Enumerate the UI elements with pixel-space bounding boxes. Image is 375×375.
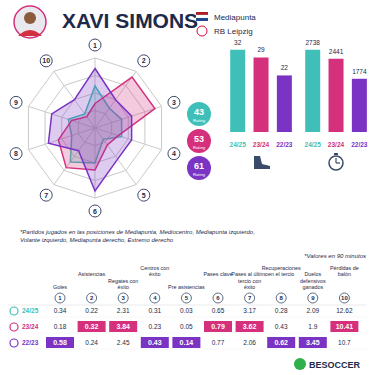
svg-text:29: 29 (257, 46, 265, 53)
svg-text:10: 10 (341, 295, 348, 301)
svg-text:defensivos: defensivos (300, 278, 326, 284)
svg-text:10: 10 (42, 57, 50, 64)
svg-text:2: 2 (142, 57, 146, 64)
svg-text:5: 5 (142, 192, 146, 199)
svg-text:Volante izquierdo, Mediapunta: Volante izquierdo, Mediapunta derecho, E… (20, 237, 174, 243)
svg-text:53: 53 (194, 134, 204, 144)
svg-text:2.31: 2.31 (117, 307, 130, 314)
svg-text:*Partidos jugados en las posic: *Partidos jugados en las posiciones de M… (20, 229, 255, 235)
svg-text:22: 22 (281, 64, 289, 71)
svg-text:0.05: 0.05 (180, 323, 193, 330)
svg-text:7: 7 (44, 192, 48, 199)
svg-text:7: 7 (248, 295, 252, 301)
svg-text:3.17: 3.17 (243, 307, 256, 314)
svg-text:3.62: 3.62 (243, 323, 257, 330)
svg-text:Asistencias: Asistencias (78, 271, 106, 277)
svg-text:BESOCCER: BESOCCER (309, 360, 361, 370)
svg-text:4: 4 (153, 295, 157, 301)
svg-text:balón: balón (338, 271, 351, 277)
svg-text:12.62: 12.62 (336, 307, 353, 314)
svg-text:*Valores en 90 minutos: *Valores en 90 minutos (304, 253, 366, 259)
svg-text:Pases clave: Pases clave (203, 271, 232, 277)
svg-text:2.09: 2.09 (306, 307, 319, 314)
svg-text:2738: 2738 (305, 39, 320, 46)
svg-text:3.45: 3.45 (306, 339, 320, 346)
svg-text:0.43: 0.43 (275, 323, 288, 330)
svg-text:Rating: Rating (193, 118, 206, 123)
svg-text:24/25: 24/25 (230, 141, 247, 148)
svg-text:9: 9 (14, 99, 18, 106)
svg-text:en el tercio: en el tercio (268, 271, 294, 277)
svg-text:3: 3 (172, 99, 176, 106)
svg-text:0.58: 0.58 (53, 339, 67, 346)
svg-text:24/25: 24/25 (305, 141, 322, 148)
svg-text:Pre asistencias: Pre asistencias (168, 284, 205, 290)
svg-text:0.65: 0.65 (212, 307, 225, 314)
svg-text:3.84: 3.84 (116, 323, 130, 330)
svg-text:2: 2 (90, 295, 94, 301)
svg-text:0.77: 0.77 (212, 339, 225, 346)
svg-text:10.7: 10.7 (338, 339, 351, 346)
svg-text:23/24: 23/24 (328, 141, 345, 148)
svg-text:23/24: 23/24 (22, 323, 39, 330)
svg-text:22/23: 22/23 (351, 141, 368, 148)
svg-text:0.14: 0.14 (180, 339, 194, 346)
svg-text:8: 8 (280, 295, 284, 301)
svg-text:éxito: éxito (149, 271, 160, 277)
svg-text:Duelos: Duelos (304, 271, 321, 277)
svg-text:Regates con: Regates con (108, 278, 138, 284)
svg-text:10.41: 10.41 (336, 323, 354, 330)
svg-text:0.18: 0.18 (54, 323, 67, 330)
svg-text:Pérdidas de: Pérdidas de (330, 265, 359, 271)
svg-text:2.06: 2.06 (243, 339, 256, 346)
svg-text:0.62: 0.62 (274, 339, 288, 346)
svg-text:0.43: 0.43 (148, 339, 162, 346)
svg-text:22/23: 22/23 (22, 339, 39, 346)
svg-text:RB Leipzig: RB Leipzig (214, 27, 253, 36)
svg-text:1: 1 (58, 295, 62, 301)
svg-text:6: 6 (216, 295, 220, 301)
svg-text:22/23: 22/23 (276, 141, 293, 148)
svg-text:tercio con: tercio con (238, 278, 261, 284)
svg-text:Rating: Rating (193, 145, 206, 150)
svg-text:8: 8 (14, 150, 18, 157)
svg-text:Rating: Rating (193, 172, 206, 177)
svg-text:XAVI SIMONS: XAVI SIMONS (62, 9, 198, 32)
svg-text:24/25: 24/25 (22, 307, 39, 314)
svg-text:0.03: 0.03 (180, 307, 193, 314)
svg-text:4: 4 (172, 150, 176, 157)
svg-text:ganados: ganados (302, 284, 323, 290)
svg-text:0.28: 0.28 (275, 307, 288, 314)
svg-text:0.79: 0.79 (211, 323, 225, 330)
svg-text:Recuperaciones: Recuperaciones (262, 265, 301, 271)
svg-text:9: 9 (311, 295, 315, 301)
svg-text:Goles: Goles (53, 284, 67, 290)
svg-text:2.45: 2.45 (117, 339, 130, 346)
svg-text:0.23: 0.23 (148, 323, 161, 330)
svg-text:3: 3 (122, 295, 126, 301)
svg-text:61: 61 (194, 161, 204, 171)
svg-text:éxito: éxito (118, 284, 129, 290)
svg-text:6: 6 (93, 208, 97, 215)
svg-text:0.34: 0.34 (54, 307, 67, 314)
svg-text:1: 1 (93, 42, 97, 49)
svg-text:1.9: 1.9 (308, 323, 317, 330)
svg-text:32: 32 (234, 39, 242, 46)
svg-text:2441: 2441 (329, 48, 344, 55)
svg-text:1774: 1774 (352, 68, 367, 75)
svg-text:éxito: éxito (244, 284, 255, 290)
svg-text:0.22: 0.22 (85, 307, 98, 314)
svg-text:0.24: 0.24 (85, 339, 98, 346)
svg-text:43: 43 (194, 107, 204, 117)
svg-text:0.31: 0.31 (148, 307, 161, 314)
svg-text:Mediapunta: Mediapunta (214, 13, 256, 22)
svg-text:23/24: 23/24 (253, 141, 270, 148)
svg-text:Pases al último: Pases al último (231, 271, 268, 277)
svg-text:0.32: 0.32 (85, 323, 99, 330)
svg-text:5: 5 (185, 295, 189, 301)
svg-text:Centros con: Centros con (140, 265, 169, 271)
